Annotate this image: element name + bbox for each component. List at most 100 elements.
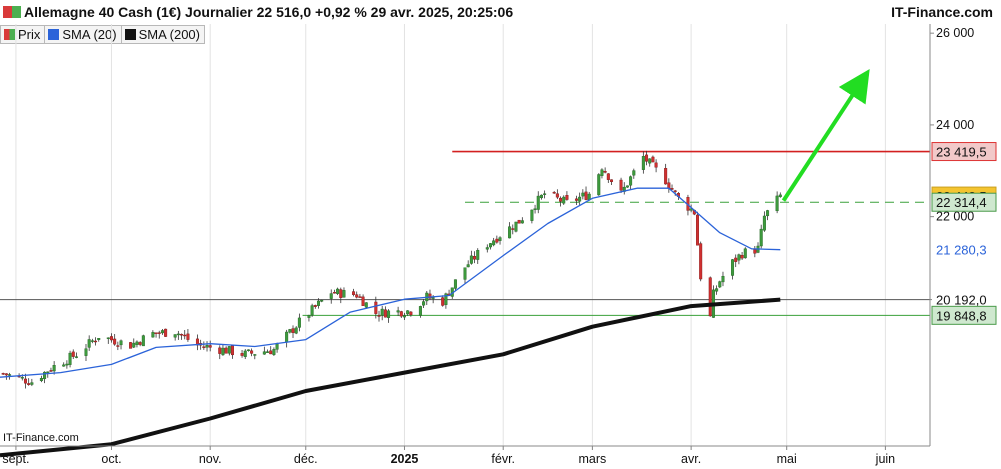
candle-body xyxy=(227,346,231,354)
candle-body xyxy=(418,306,422,316)
x-tick-label: juin xyxy=(875,452,896,466)
price-box-label: 20 192,0 xyxy=(936,293,987,308)
y-tick-label: 26 000 xyxy=(936,26,974,40)
candle-body xyxy=(243,350,247,357)
candle-body xyxy=(272,349,276,355)
price-up-icon xyxy=(3,6,12,18)
candle-body xyxy=(387,310,391,318)
candle-body xyxy=(224,347,228,354)
candle-body xyxy=(469,255,473,264)
candle-body xyxy=(565,195,569,200)
candle-body xyxy=(463,267,467,280)
candle-body xyxy=(552,192,556,194)
candle-body xyxy=(708,277,712,317)
candle-body xyxy=(180,333,184,336)
candle-body xyxy=(138,342,142,345)
candle-body xyxy=(240,353,244,356)
candle-body xyxy=(673,190,677,192)
candle-body xyxy=(632,170,636,176)
candle-body xyxy=(164,328,168,337)
candle-body xyxy=(221,347,225,356)
candle-body xyxy=(39,378,43,382)
candle-body xyxy=(253,354,257,356)
candle-body xyxy=(718,281,722,288)
candle-body xyxy=(667,182,671,189)
candle-body xyxy=(422,301,426,306)
candle-body xyxy=(68,352,72,365)
legend-item-sma200[interactable]: SMA (200) xyxy=(120,25,205,44)
candle-body xyxy=(230,345,234,356)
candle-body xyxy=(74,356,78,358)
candle-body xyxy=(578,196,582,202)
candle-body xyxy=(555,193,559,198)
candle-body xyxy=(316,300,320,306)
legend-label: SMA (200) xyxy=(138,27,200,42)
candle-body xyxy=(721,275,725,283)
candle-body xyxy=(65,363,69,366)
candle-body xyxy=(409,311,413,316)
x-tick-label: avr. xyxy=(681,452,701,466)
x-tick-label: oct. xyxy=(101,452,121,466)
candle-body xyxy=(441,297,445,306)
candle-body xyxy=(342,290,346,298)
candle-body xyxy=(364,302,368,308)
candle-body xyxy=(320,299,324,302)
legend-item-prix[interactable]: Prix xyxy=(0,25,46,44)
candle-body xyxy=(208,345,212,348)
candle-body xyxy=(581,192,585,197)
candle-body xyxy=(574,198,578,201)
chart-title: Allemagne 40 Cash (1€) Journalier 22 516… xyxy=(24,4,514,20)
price-box-label: 23 419,5 xyxy=(936,145,987,160)
candle-body xyxy=(625,185,629,188)
candle-body xyxy=(648,158,652,164)
candle-body xyxy=(294,327,298,334)
candle-body xyxy=(511,228,515,230)
price-box-label: 21 280,3 xyxy=(936,243,987,258)
candle-body xyxy=(399,311,403,317)
candle-body xyxy=(402,315,406,318)
candle-body xyxy=(762,215,766,231)
candle-body xyxy=(352,291,356,295)
target-arrow xyxy=(781,69,870,202)
candle-body xyxy=(129,342,133,349)
title-bar: Allemagne 40 Cash (1€) Journalier 22 516… xyxy=(0,0,1001,24)
line-swatch-icon xyxy=(48,29,60,40)
candle-body xyxy=(743,248,747,259)
candle-body xyxy=(310,305,314,316)
candle-body xyxy=(94,340,98,343)
candle-body xyxy=(4,373,8,376)
candle-body xyxy=(428,293,432,299)
candle-body xyxy=(453,279,457,289)
candle-body xyxy=(358,296,362,298)
candle-body xyxy=(113,338,117,345)
candle-body xyxy=(218,347,222,354)
candle-body xyxy=(530,209,534,221)
candle-body xyxy=(109,336,113,341)
candle-body xyxy=(476,250,480,260)
candle-body xyxy=(396,310,400,313)
price-box-label: 22 314,4 xyxy=(936,195,987,210)
x-tick-label: nov. xyxy=(199,452,222,466)
brand-label[interactable]: IT-Finance.com xyxy=(891,4,993,20)
candle-body xyxy=(406,310,410,315)
candle-body xyxy=(202,346,206,348)
candle-body xyxy=(43,371,47,380)
candle-body xyxy=(291,328,295,333)
candle-body xyxy=(157,332,161,334)
candle-body xyxy=(355,294,359,298)
candle-body xyxy=(23,378,27,384)
candle-body xyxy=(619,179,623,191)
sma200-line xyxy=(0,297,781,458)
x-tick-label: févr. xyxy=(491,452,515,466)
candle-icon xyxy=(4,29,15,40)
candle-body xyxy=(116,345,120,347)
candle-body xyxy=(766,210,770,217)
candle-body xyxy=(466,264,470,268)
x-tick-label: mai xyxy=(777,452,797,466)
candle-body xyxy=(610,179,614,182)
price-box xyxy=(931,142,997,162)
candle-body xyxy=(753,249,757,254)
x-tick-label: mars xyxy=(579,452,607,466)
candle-body xyxy=(488,243,492,248)
